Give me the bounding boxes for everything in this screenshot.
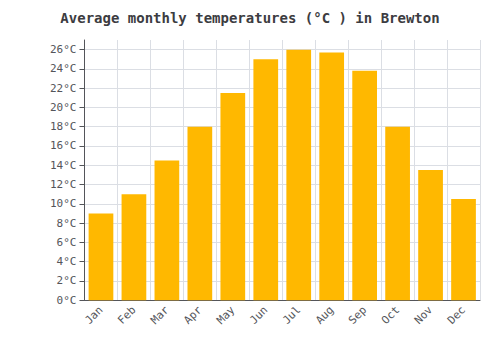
svg-text:2°C: 2°C (57, 274, 77, 287)
svg-text:6°C: 6°C (57, 236, 77, 249)
svg-text:Mar: Mar (148, 303, 171, 326)
svg-text:Sep: Sep (346, 304, 369, 327)
svg-text:16°C: 16°C (50, 139, 77, 152)
svg-text:Jan: Jan (82, 304, 105, 327)
svg-text:8°C: 8°C (57, 217, 77, 230)
svg-text:14°C: 14°C (50, 159, 77, 172)
svg-text:Dec: Dec (445, 304, 468, 327)
svg-text:22°C: 22°C (50, 82, 77, 95)
svg-text:Feb: Feb (115, 304, 138, 327)
svg-text:Average monthly temperatures (: Average monthly temperatures (°C ) in Br… (60, 10, 439, 26)
svg-text:0°C: 0°C (57, 294, 77, 307)
svg-text:24°C: 24°C (50, 62, 77, 75)
svg-text:20°C: 20°C (50, 101, 77, 114)
svg-text:Apr: Apr (181, 303, 204, 326)
svg-text:May: May (214, 303, 237, 326)
svg-text:4°C: 4°C (57, 255, 77, 268)
svg-text:Oct: Oct (379, 304, 402, 327)
svg-text:10°C: 10°C (50, 197, 77, 210)
svg-text:26°C: 26°C (50, 43, 77, 56)
svg-text:Jun: Jun (247, 304, 270, 327)
svg-text:18°C: 18°C (50, 120, 77, 133)
svg-text:12°C: 12°C (50, 178, 77, 191)
svg-text:Jul: Jul (280, 304, 303, 327)
svg-text:Aug: Aug (313, 304, 336, 327)
svg-text:Nov: Nov (412, 303, 435, 326)
